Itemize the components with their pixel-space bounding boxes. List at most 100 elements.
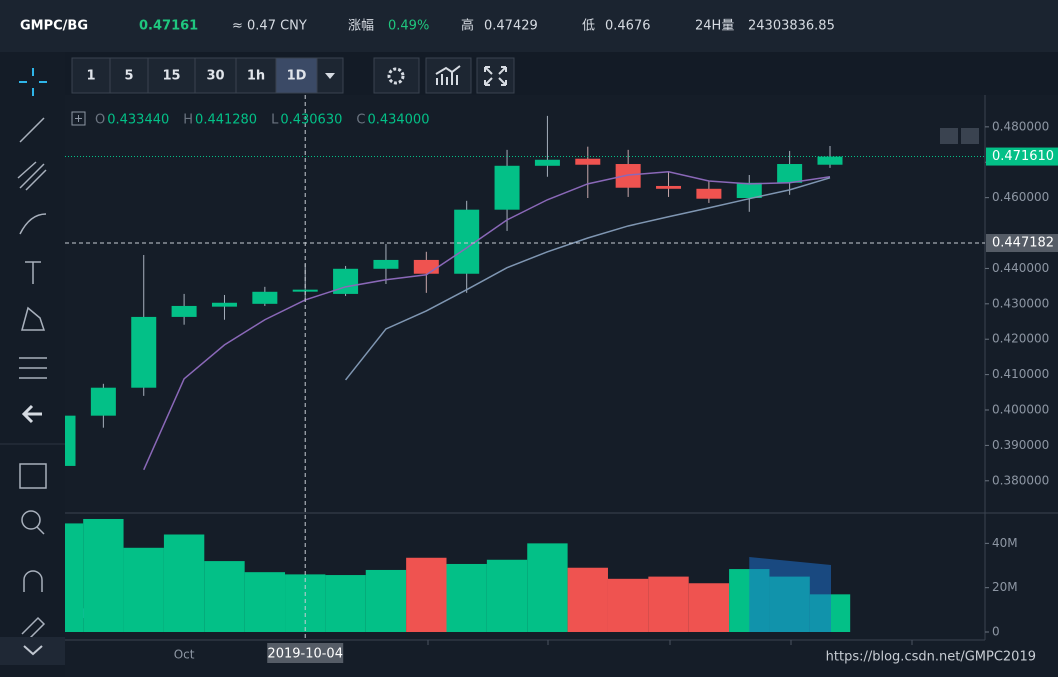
header-volume: 24303836.85 bbox=[748, 19, 835, 34]
volume-tick-label: 20M bbox=[992, 580, 1018, 594]
header-cny: ≈ 0.47 CNY bbox=[232, 19, 307, 34]
candle-body bbox=[90, 387, 116, 416]
volume-bar bbox=[607, 578, 649, 632]
volume-bar bbox=[486, 559, 528, 632]
crosshair-date-box bbox=[267, 643, 344, 663]
volume-bar bbox=[688, 583, 730, 632]
crosshair-price-label: 0.447182 bbox=[992, 236, 1054, 251]
candle-body bbox=[575, 158, 601, 165]
candle-body bbox=[413, 259, 439, 274]
legend-key: C bbox=[356, 113, 365, 128]
volume-bar bbox=[83, 518, 124, 632]
legend-value: 0.433440 bbox=[107, 113, 169, 128]
candle-body bbox=[373, 259, 399, 269]
crosshair-price-box bbox=[986, 234, 1058, 253]
legend-key: H bbox=[183, 113, 193, 128]
legend-key: O bbox=[95, 113, 105, 128]
volume-bar bbox=[406, 557, 447, 632]
dropdown-arrow bbox=[325, 73, 335, 79]
moving-average-line bbox=[143, 171, 831, 471]
interval-label[interactable]: 5 bbox=[124, 69, 133, 84]
interval-button[interactable] bbox=[235, 57, 277, 94]
left-toolbar bbox=[0, 52, 65, 677]
candle-body bbox=[817, 156, 843, 165]
header-change: 0.49% bbox=[388, 19, 429, 34]
scale-button[interactable] bbox=[940, 128, 958, 144]
candle-body bbox=[65, 415, 76, 466]
header-high-label: 高 bbox=[461, 18, 474, 34]
header-change-label: 涨幅 bbox=[348, 19, 374, 34]
candle-body bbox=[252, 291, 278, 304]
candle-body bbox=[696, 188, 722, 199]
price-tick-label: 0.410000 bbox=[992, 367, 1049, 381]
volume-tick-label: 40M bbox=[992, 536, 1018, 550]
price-tick-label: 0.390000 bbox=[992, 438, 1049, 452]
interval-label[interactable]: 1h bbox=[247, 69, 265, 84]
crosshair-date-label: 2019-10-04 bbox=[267, 647, 343, 662]
expand-button[interactable] bbox=[0, 637, 65, 665]
header-pair: GMPC/BG bbox=[20, 19, 88, 34]
header-bar bbox=[0, 0, 1058, 52]
volume-bar bbox=[244, 572, 286, 632]
candle-body bbox=[615, 164, 641, 188]
chart-tools[interactable] bbox=[19, 463, 47, 641]
price-tick-label: 0.440000 bbox=[992, 261, 1049, 275]
toolbar-icons[interactable] bbox=[373, 57, 515, 94]
moving-average-line bbox=[344, 177, 831, 381]
candle-body bbox=[131, 316, 157, 388]
interval-label[interactable]: 30 bbox=[206, 69, 224, 84]
price-tick-label: 0.380000 bbox=[992, 473, 1049, 487]
legend-value: 0.441280 bbox=[195, 113, 257, 128]
volume-bar bbox=[567, 567, 608, 632]
candle-body bbox=[656, 185, 682, 189]
legend-toggle-plus bbox=[75, 115, 82, 122]
time-ticks bbox=[427, 640, 913, 645]
header-price: 0.47161 bbox=[139, 19, 198, 34]
price-tick-label: 0.430000 bbox=[992, 296, 1049, 310]
header-volume-label: 24H量 bbox=[695, 19, 734, 34]
last-price-label: 0.471610 bbox=[992, 149, 1054, 164]
candle-body bbox=[736, 182, 762, 198]
chevron-icon[interactable] bbox=[23, 645, 43, 656]
volume-bar bbox=[163, 534, 205, 632]
candle-body bbox=[211, 302, 237, 307]
legend-key: L bbox=[271, 113, 279, 128]
last-price-box bbox=[986, 147, 1058, 166]
price-tick-label: 0.400000 bbox=[992, 403, 1049, 417]
price-tick-label: 0.420000 bbox=[992, 332, 1049, 346]
volume-bar bbox=[123, 547, 164, 632]
candle-body bbox=[534, 159, 560, 166]
interval-button[interactable] bbox=[194, 57, 237, 94]
volume-bar bbox=[527, 543, 568, 632]
candle-body bbox=[777, 164, 803, 183]
crosshair-tool-icon[interactable] bbox=[19, 68, 47, 96]
legend-toggle[interactable] bbox=[71, 111, 86, 126]
scale-button[interactable] bbox=[961, 128, 979, 144]
interval-button[interactable] bbox=[109, 57, 149, 94]
volume-bar bbox=[365, 569, 407, 632]
interval-label[interactable]: 1D bbox=[287, 69, 307, 84]
interval-label[interactable]: 1 bbox=[86, 69, 95, 84]
x-tick-label: Oct bbox=[174, 648, 195, 662]
volume-bar bbox=[446, 563, 487, 632]
candle-body bbox=[292, 289, 318, 292]
interval-label[interactable]: 15 bbox=[162, 69, 180, 84]
legend-value: 0.430630 bbox=[280, 113, 342, 128]
watermark: https://blog.csdn.net/GMPC2019 bbox=[826, 650, 1036, 665]
interval-button[interactable] bbox=[147, 57, 196, 94]
candle-body bbox=[494, 165, 520, 210]
header-high: 0.47429 bbox=[484, 19, 538, 34]
drawing-tools[interactable] bbox=[17, 117, 47, 379]
volume-bar bbox=[325, 575, 366, 632]
header-low-label: 低 bbox=[582, 19, 595, 34]
header-low: 0.4676 bbox=[605, 19, 651, 34]
drawing-overlay bbox=[749, 557, 831, 632]
back-icon[interactable] bbox=[21, 404, 42, 424]
volume-tick-label: 0 bbox=[992, 625, 1000, 639]
volume-bar bbox=[65, 523, 84, 632]
interval-button[interactable] bbox=[71, 57, 111, 94]
volume-bar bbox=[204, 561, 245, 632]
volume-bar bbox=[648, 576, 689, 632]
